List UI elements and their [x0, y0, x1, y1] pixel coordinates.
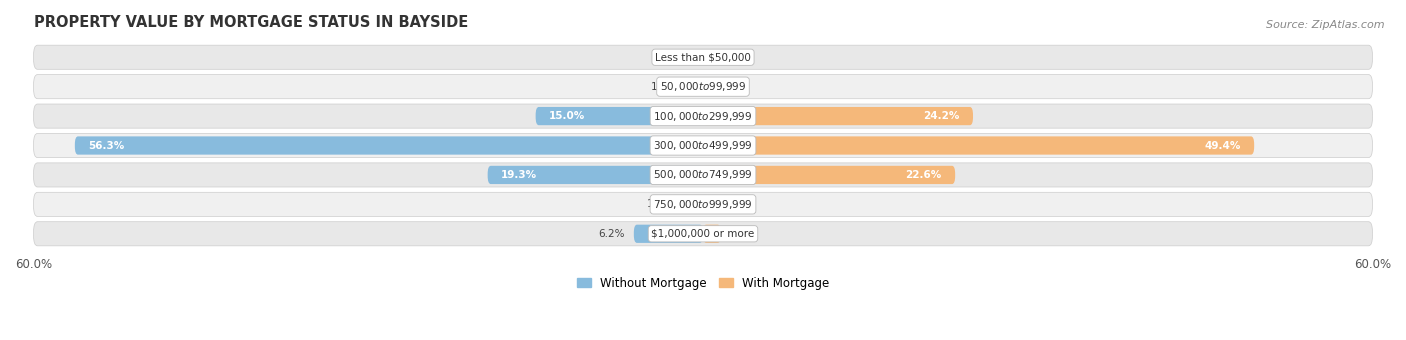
Text: 1.1%: 1.1% [724, 82, 751, 92]
Text: 0.0%: 0.0% [668, 52, 695, 62]
Text: 49.4%: 49.4% [1205, 140, 1240, 151]
FancyBboxPatch shape [34, 222, 1372, 246]
Text: 6.2%: 6.2% [599, 229, 624, 239]
Text: 56.3%: 56.3% [89, 140, 125, 151]
Legend: Without Mortgage, With Mortgage: Without Mortgage, With Mortgage [572, 272, 834, 294]
FancyBboxPatch shape [682, 195, 703, 214]
FancyBboxPatch shape [703, 166, 955, 184]
Text: 19.3%: 19.3% [501, 170, 537, 180]
Text: PROPERTY VALUE BY MORTGAGE STATUS IN BAYSIDE: PROPERTY VALUE BY MORTGAGE STATUS IN BAY… [34, 15, 468, 30]
FancyBboxPatch shape [703, 136, 1254, 155]
Text: $1,000,000 or more: $1,000,000 or more [651, 229, 755, 239]
Text: $100,000 to $299,999: $100,000 to $299,999 [654, 109, 752, 123]
FancyBboxPatch shape [536, 107, 703, 125]
FancyBboxPatch shape [703, 78, 716, 96]
FancyBboxPatch shape [34, 45, 1372, 69]
Text: $750,000 to $999,999: $750,000 to $999,999 [654, 198, 752, 211]
Text: 1.2%: 1.2% [725, 199, 752, 209]
Text: 0.0%: 0.0% [711, 52, 738, 62]
Text: 22.6%: 22.6% [905, 170, 942, 180]
Text: $300,000 to $499,999: $300,000 to $499,999 [654, 139, 752, 152]
FancyBboxPatch shape [34, 192, 1372, 217]
Text: 1.6%: 1.6% [730, 229, 756, 239]
Text: Less than $50,000: Less than $50,000 [655, 52, 751, 62]
Text: 15.0%: 15.0% [548, 111, 585, 121]
Text: 1.9%: 1.9% [647, 199, 673, 209]
FancyBboxPatch shape [703, 107, 973, 125]
FancyBboxPatch shape [703, 195, 717, 214]
Text: 1.5%: 1.5% [651, 82, 678, 92]
FancyBboxPatch shape [34, 133, 1372, 157]
FancyBboxPatch shape [703, 225, 721, 243]
Text: Source: ZipAtlas.com: Source: ZipAtlas.com [1267, 20, 1385, 30]
FancyBboxPatch shape [75, 136, 703, 155]
FancyBboxPatch shape [34, 163, 1372, 187]
Text: $50,000 to $99,999: $50,000 to $99,999 [659, 80, 747, 93]
FancyBboxPatch shape [634, 225, 703, 243]
FancyBboxPatch shape [34, 104, 1372, 128]
FancyBboxPatch shape [34, 74, 1372, 99]
Text: $500,000 to $749,999: $500,000 to $749,999 [654, 168, 752, 182]
Text: 24.2%: 24.2% [924, 111, 960, 121]
FancyBboxPatch shape [686, 78, 703, 96]
FancyBboxPatch shape [488, 166, 703, 184]
